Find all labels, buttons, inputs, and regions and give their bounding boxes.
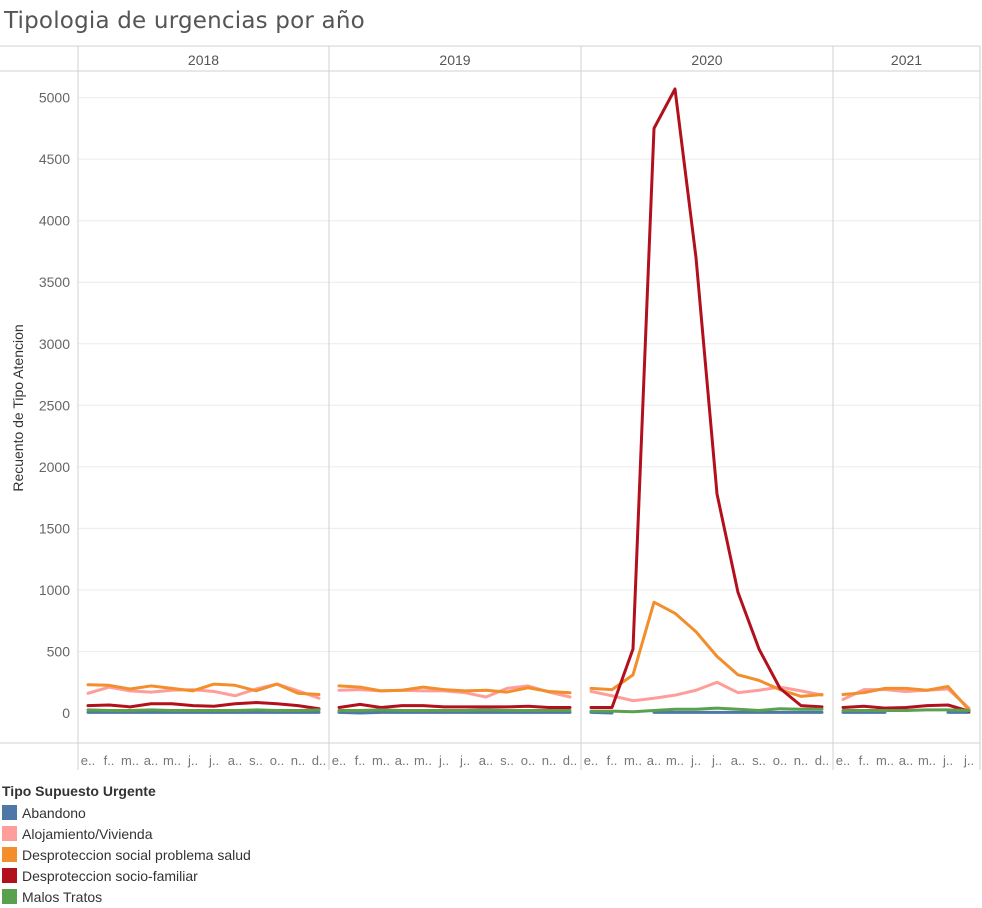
legend-swatch <box>2 847 17 862</box>
y-tick-label: 1000 <box>39 582 70 598</box>
panel-year-label: 2021 <box>891 52 922 68</box>
y-tick-label: 2500 <box>39 397 70 413</box>
y-tick-label: 1500 <box>39 520 70 536</box>
x-tick-label: d.. <box>563 753 577 768</box>
x-tick-label: f.. <box>104 753 115 768</box>
series-abandono <box>86 710 971 715</box>
y-tick-label: 4500 <box>39 151 70 167</box>
x-tick-label: a.. <box>144 753 158 768</box>
x-tick-label: j.. <box>690 753 701 768</box>
x-tick-label: s.. <box>500 753 514 768</box>
series-line <box>589 600 824 698</box>
series-line <box>337 708 572 713</box>
x-tick-label: o.. <box>773 753 787 768</box>
panel-year-label: 2018 <box>188 52 219 68</box>
x-tick-label: m.. <box>163 753 181 768</box>
legend-item-desproteccion-socio-familiar[interactable]: Desproteccion socio-familiar <box>2 865 251 886</box>
chart-title: Tipologia de urgencias por año <box>4 8 365 34</box>
x-tick-label: s.. <box>249 753 263 768</box>
x-tick-label: e.. <box>584 753 598 768</box>
legend-label: Desproteccion socio-familiar <box>22 867 198 884</box>
x-tick-label: e.. <box>81 753 95 768</box>
x-tick-label: j.. <box>963 753 974 768</box>
legend-label: Desproteccion social problema salud <box>22 846 251 863</box>
x-tick-label: o.. <box>270 753 284 768</box>
series-line <box>337 710 572 715</box>
x-tick-label: n.. <box>291 753 305 768</box>
legend-swatch <box>2 826 17 841</box>
series-line <box>841 703 971 713</box>
x-tick-label: m.. <box>918 753 936 768</box>
x-tick-label: j.. <box>711 753 722 768</box>
y-tick-label: 3500 <box>39 274 70 290</box>
legend-item-abandono[interactable]: Abandono <box>2 802 251 823</box>
x-tick-label: d.. <box>312 753 326 768</box>
legend-item-desproteccion-social-salud[interactable]: Desproteccion social problema salud <box>2 844 251 865</box>
series-line <box>589 706 824 714</box>
legend-title: Tipo Supuesto Urgente <box>2 783 156 799</box>
series-line <box>841 685 971 712</box>
x-tick-label: a.. <box>731 753 745 768</box>
y-tick-label: 5000 <box>39 90 70 106</box>
x-tick-label: d.. <box>815 753 829 768</box>
x-tick-label: f.. <box>355 753 366 768</box>
y-tick-label: 500 <box>47 643 71 659</box>
x-tick-label: m.. <box>624 753 642 768</box>
legend-label: Alojamiento/Vivienda <box>22 825 153 842</box>
y-axis-title: Recuento de Tipo Atencion <box>10 324 26 491</box>
x-tick-label: e.. <box>332 753 346 768</box>
legend-item-malos-tratos[interactable]: Malos Tratos <box>2 886 251 907</box>
x-tick-label: m.. <box>666 753 684 768</box>
series-desproteccion-socio-familiar <box>86 87 971 713</box>
x-tick-label: n.. <box>794 753 808 768</box>
x-tick-label: j.. <box>942 753 953 768</box>
x-tick-label: a.. <box>899 753 913 768</box>
panel-year-label: 2020 <box>691 52 722 68</box>
y-tick-label: 0 <box>62 705 70 721</box>
x-tick-label: j.. <box>208 753 219 768</box>
series-malos-tratos <box>86 706 971 714</box>
x-tick-label: e.. <box>836 753 850 768</box>
series-line <box>589 87 824 709</box>
x-tick-label: m.. <box>414 753 432 768</box>
x-tick-label: n.. <box>542 753 556 768</box>
x-tick-label: a.. <box>228 753 242 768</box>
series-line <box>841 708 971 713</box>
x-tick-label: j.. <box>187 753 198 768</box>
series-line <box>86 682 321 697</box>
y-tick-label: 2000 <box>39 459 70 475</box>
x-tick-label: j.. <box>438 753 449 768</box>
legend-swatch <box>2 889 17 904</box>
chart-area: 0 500 1000 1500 2000 2500 3000 3500 4000 4500 5000… <box>0 45 981 770</box>
x-tick-label: a.. <box>647 753 661 768</box>
x-tick-label: j.. <box>459 753 470 768</box>
x-tick-label: f.. <box>607 753 618 768</box>
x-tick-label: a.. <box>479 753 493 768</box>
legend-label: Abandono <box>22 804 86 821</box>
legend-item-alojamiento-vivienda[interactable]: Alojamiento/Vivienda <box>2 823 251 844</box>
y-tick-label: 4000 <box>39 213 70 229</box>
series-line <box>86 708 321 713</box>
series-line <box>589 680 824 703</box>
x-tick-label: m.. <box>372 753 390 768</box>
series-line <box>86 701 321 711</box>
legend-swatch <box>2 868 17 883</box>
series-line <box>337 684 572 695</box>
x-tick-label: m.. <box>876 753 894 768</box>
series-line <box>841 687 971 710</box>
legend-label: Malos Tratos <box>22 888 103 905</box>
legend: Tipo Supuesto Urgente Abandono Alojamien… <box>2 783 251 907</box>
x-tick-label: f.. <box>859 753 870 768</box>
x-tick-label: s.. <box>752 753 766 768</box>
legend-swatch <box>2 805 17 820</box>
x-tick-label: m.. <box>121 753 139 768</box>
x-tick-label: o.. <box>521 753 535 768</box>
series-line <box>337 702 572 709</box>
panel-year-label: 2019 <box>439 52 470 68</box>
x-tick-label: a.. <box>395 753 409 768</box>
y-tick-label: 3000 <box>39 336 70 352</box>
